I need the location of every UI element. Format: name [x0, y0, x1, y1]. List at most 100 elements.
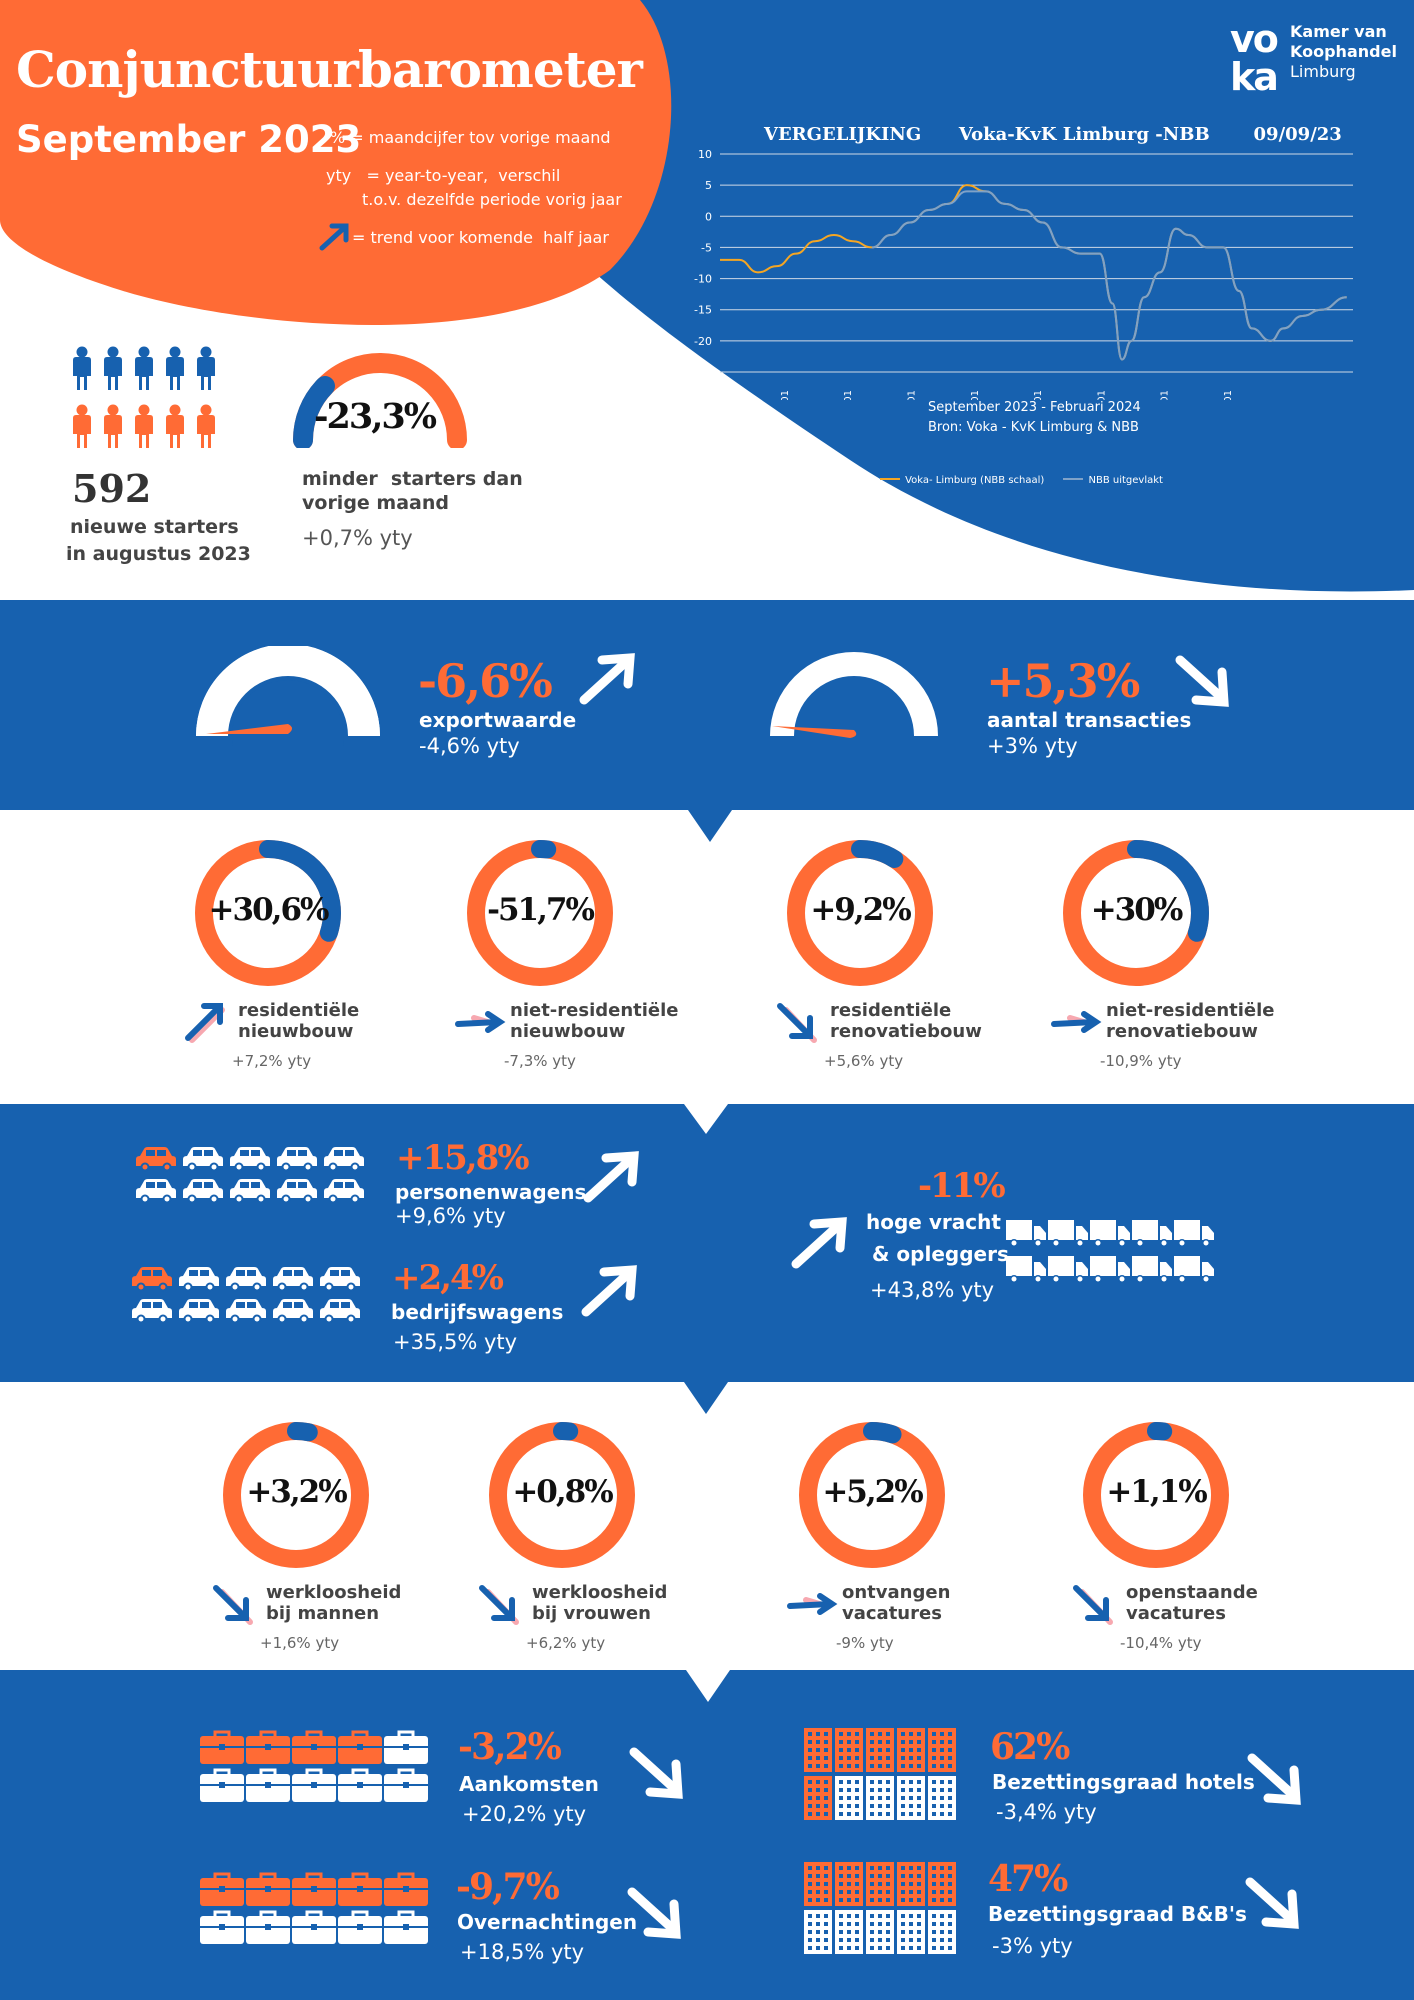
- labour-donut: [799, 1422, 945, 1568]
- construction-label-1: niet-residentiële: [1106, 1000, 1275, 1021]
- construction-yty: -7,3% yty: [504, 1052, 576, 1070]
- donut-share-arc: [1063, 840, 1209, 986]
- car-icon: [320, 1267, 360, 1292]
- arrivals-icons: [200, 1730, 428, 1802]
- chart-note-1: September 2023 - Februari 2024: [928, 400, 1141, 415]
- construction-label-2: nieuwbouw: [510, 1021, 626, 1042]
- vans-trend-up-icon: [581, 1265, 637, 1317]
- starters-change: -23,3%: [314, 396, 437, 437]
- x-tick-label: 2017.01: [907, 390, 918, 400]
- export-pct: -6,6%: [418, 654, 553, 708]
- nights-icons: [200, 1872, 428, 1944]
- building-icon: [835, 1776, 863, 1820]
- cars-trend-up-icon: [583, 1151, 639, 1203]
- truck-icon: [1132, 1256, 1172, 1283]
- y-tick-label: -10: [694, 273, 712, 286]
- donut-share-arc: [223, 1422, 369, 1568]
- car-icon: [179, 1267, 219, 1292]
- briefcase-icon: [200, 1768, 244, 1802]
- nights-trend-down-icon: [627, 1887, 681, 1939]
- briefcase-icon: [246, 1872, 290, 1906]
- x-tick-label: 2022.01: [1223, 390, 1234, 400]
- truck-icon: [1048, 1256, 1088, 1283]
- construction-item: +30%: [1051, 828, 1221, 998]
- car-icon: [136, 1147, 176, 1172]
- legend-pct: % = maandcijfer tov vorige maand: [330, 128, 611, 147]
- construction-item: -51,7%: [455, 828, 625, 998]
- cars-label: personenwagens: [395, 1180, 587, 1204]
- building-icon: [866, 1776, 894, 1820]
- car-icon: [277, 1147, 317, 1172]
- construction-item: +9,2%: [775, 828, 945, 998]
- car-icon: [324, 1179, 364, 1204]
- donut-share-arc: [787, 840, 933, 986]
- car-icon: [230, 1147, 270, 1172]
- hotels-trend-down-icon: [1247, 1753, 1301, 1805]
- trucks-pct: -11%: [918, 1166, 1006, 1206]
- labour-yty: -9% yty: [836, 1634, 894, 1652]
- trucks-icons: [1006, 1220, 1214, 1283]
- building-icon: [804, 1910, 832, 1954]
- labour-label-2: vacatures: [842, 1603, 942, 1624]
- car-icon: [273, 1267, 313, 1292]
- car-icon: [136, 1179, 176, 1204]
- briefcase-icon: [338, 1768, 382, 1802]
- labour-label-2: vacatures: [1126, 1603, 1226, 1624]
- logo-line3: Limburg: [1290, 62, 1356, 81]
- labour-donut: [489, 1422, 635, 1568]
- labour-value: +5,2%: [822, 1474, 923, 1510]
- trucks-label-1: hoge vracht: [866, 1210, 1001, 1234]
- transactions-label: aantal transacties: [987, 708, 1192, 732]
- briefcase-icon: [384, 1768, 428, 1802]
- bnb-icons: [804, 1862, 956, 1954]
- car-icon: [132, 1299, 172, 1324]
- transactions-gauge: [770, 652, 938, 738]
- construction-trend-down-icon: [777, 1003, 817, 1043]
- starters-change-label-1: minder starters dan: [302, 468, 523, 490]
- construction-value: +30,6%: [208, 892, 330, 928]
- building-icon: [866, 1728, 894, 1772]
- truck-icon: [1090, 1220, 1130, 1247]
- starters-people-icon: [73, 346, 215, 448]
- building-icon: [928, 1910, 956, 1954]
- construction-donut: [467, 840, 613, 986]
- building-icon: [804, 1776, 832, 1820]
- starters-change-label-2: vorige maand: [302, 492, 449, 514]
- truck-icon: [1048, 1220, 1088, 1247]
- building-icon: [928, 1862, 956, 1906]
- briefcase-icon: [246, 1768, 290, 1802]
- building-icon: [928, 1728, 956, 1772]
- line-chart: 10 5 0 -5 -10 -15 -20 -25 2014.01 2015.01 2016.01 2…: [694, 148, 1353, 400]
- construction-donut: [195, 840, 341, 986]
- donut-share-arc: [489, 1422, 635, 1568]
- building-icon: [897, 1862, 925, 1906]
- starters-count-label-2: in augustus 2023: [66, 543, 251, 565]
- construction-trend-flat-icon: [1051, 1011, 1102, 1033]
- vans-yty: +35,5% yty: [393, 1330, 518, 1354]
- briefcase-icon: [338, 1910, 382, 1944]
- cars-icons: [136, 1147, 364, 1204]
- legend-swatch-nbb: [1063, 477, 1084, 480]
- building-icon: [866, 1910, 894, 1954]
- transactions-yty: +3% yty: [987, 734, 1078, 758]
- band-notch: [688, 810, 732, 842]
- arrivals-label: Aankomsten: [459, 1772, 599, 1796]
- building-icon: [835, 1910, 863, 1954]
- hotels-pct: 62%: [990, 1726, 1070, 1768]
- trucks-yty: +43,8% yty: [870, 1278, 995, 1302]
- legend-yty-2: t.o.v. dezelfde periode vorig jaar: [362, 190, 622, 209]
- building-icon: [835, 1862, 863, 1906]
- chart-legend: Voka- Limburg (NBB schaal) NBB uitgevlak…: [880, 468, 1180, 486]
- construction-label-1: residentiële: [830, 1000, 952, 1021]
- briefcase-icon: [292, 1872, 336, 1906]
- construction-trend-up-icon: [185, 1003, 225, 1043]
- car-icon: [226, 1267, 266, 1292]
- car-icon: [183, 1147, 223, 1172]
- legend-trend: = trend voor komende half jaar: [352, 228, 609, 247]
- labour-label-1: ontvangen: [842, 1582, 951, 1603]
- y-tick-label: -25: [694, 366, 712, 379]
- truck-icon: [1006, 1220, 1046, 1247]
- car-icon: [324, 1147, 364, 1172]
- nights-label: Overnachtingen: [457, 1910, 638, 1934]
- legend-swatch-voka: [880, 477, 900, 480]
